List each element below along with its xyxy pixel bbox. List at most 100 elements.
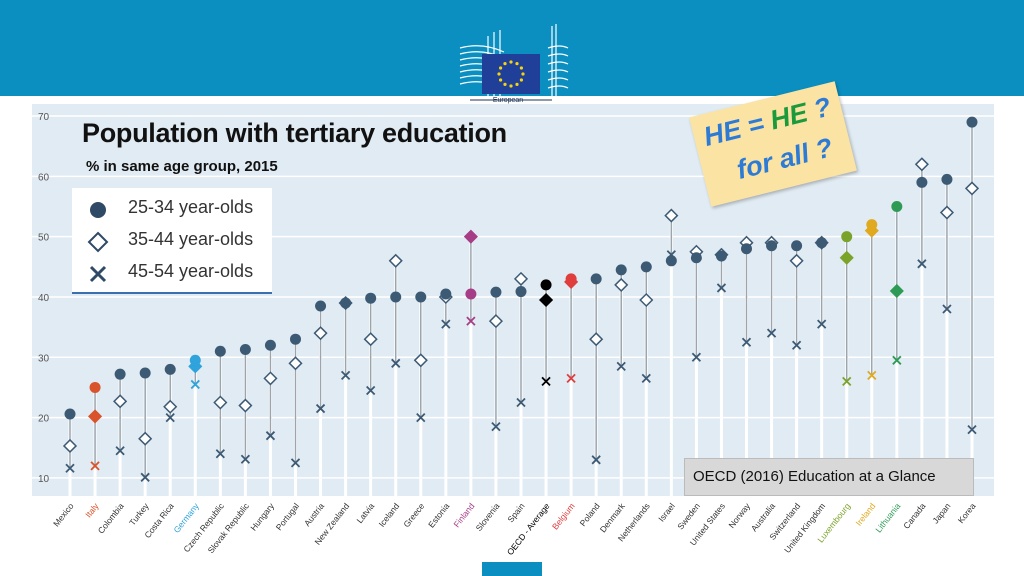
marker-25-34 (290, 333, 301, 345)
marker-35-44 (288, 356, 303, 371)
marker-45-54 (967, 425, 977, 435)
logo-caption: European (492, 97, 524, 104)
marker-35-44 (263, 371, 278, 386)
y-tick-label: 20 (38, 414, 50, 425)
marker-45-54 (240, 454, 251, 464)
marker-45-54 (566, 373, 576, 384)
marker-25-34 (214, 345, 226, 357)
marker-45-54 (165, 412, 175, 423)
marker-25-34 (941, 173, 953, 185)
x-tick-label: Greece (401, 501, 426, 529)
marker-45-54 (416, 412, 426, 423)
filled-circle-icon (90, 202, 106, 218)
marker-45-54 (315, 403, 326, 414)
range-lines (68, 122, 974, 496)
open-diamond-icon (87, 231, 109, 253)
marker-45-54 (817, 319, 827, 329)
marker-35-44 (513, 271, 529, 286)
marker-25-34 (440, 288, 452, 300)
y-tick-label: 40 (38, 293, 50, 304)
marker-45-54 (215, 449, 225, 459)
marker-45-54 (541, 376, 551, 387)
marker-25-34 (490, 286, 502, 298)
marker-35-44 (388, 253, 403, 268)
x-tick-label: Spain (505, 501, 526, 525)
marker-45-54 (290, 458, 301, 468)
marker-45-54 (265, 431, 276, 441)
marker-25-34 (540, 279, 552, 291)
marker-35-44 (313, 326, 328, 341)
marker-25-34 (866, 219, 878, 231)
marker-45-54 (867, 370, 877, 381)
marker-35-44 (614, 277, 629, 292)
marker-25-34 (966, 116, 978, 128)
marker-35-44 (664, 208, 679, 223)
y-tick-label: 10 (38, 474, 50, 485)
x-tick-label: Korea (956, 501, 978, 525)
marker-35-44 (538, 292, 554, 308)
x-tick-label: Poland (578, 501, 602, 528)
marker-35-44 (363, 332, 378, 347)
marker-25-34 (89, 381, 101, 393)
marker-45-54 (391, 358, 401, 368)
x-tick-label: Portugal (274, 501, 301, 532)
legend-label: 45-54 year-olds (128, 261, 254, 281)
marker-25-34 (340, 297, 352, 309)
marker-25-34 (615, 264, 627, 276)
x-tick-label: Colombia (96, 501, 126, 536)
x-tick-label: Turkey (127, 500, 151, 527)
marker-25-34 (239, 343, 251, 355)
marker-25-34 (690, 252, 702, 264)
x-tick-label: Mexico (51, 501, 76, 529)
marker-25-34 (415, 291, 427, 303)
marker-35-44 (789, 253, 804, 268)
marker-45-54 (466, 316, 476, 326)
marker-25-34 (891, 201, 903, 213)
marker-45-54 (942, 304, 952, 314)
y-tick-label: 30 (38, 353, 50, 364)
marker-25-34 (189, 354, 201, 366)
marker-45-54 (366, 385, 376, 396)
chart-subtitle: % in same age group, 2015 (86, 158, 278, 175)
cross-icon (89, 265, 107, 283)
marker-25-34 (114, 368, 126, 380)
legend: 25-34 year-olds 35-44 year-olds 45-54 ye… (72, 188, 272, 294)
x-tick-label: Ireland (853, 501, 877, 528)
marker-25-34 (841, 231, 853, 243)
x-tick-label: Italy (83, 500, 101, 519)
marker-45-54 (892, 355, 902, 365)
marker-35-44 (163, 399, 178, 414)
legend-item: 35-44 year-olds (80, 226, 270, 256)
marker-35-44 (939, 205, 955, 220)
legend-item: 45-54 year-olds (80, 258, 270, 288)
sticker-he-left: HE (700, 113, 745, 152)
marker-45-54 (917, 259, 927, 269)
y-tick-labels: 10 20 30 40 50 60 70 (38, 112, 50, 485)
marker-35-44 (889, 283, 904, 299)
marker-35-44 (413, 353, 428, 368)
marker-25-34 (640, 261, 652, 273)
european-commission-logo (459, 24, 569, 101)
marker-45-54 (766, 328, 777, 338)
x-tick-label: Austria (302, 501, 326, 528)
x-tick-label: Finland (451, 501, 476, 529)
marker-45-54 (591, 455, 601, 465)
marker-45-54 (516, 397, 526, 408)
marker-25-34 (390, 291, 402, 303)
marker-45-54 (842, 376, 852, 387)
marker-45-54 (190, 379, 200, 390)
marker-45-54 (616, 361, 626, 371)
marker-25-34 (565, 273, 577, 285)
marker-45-54 (90, 461, 100, 471)
marker-25-34 (590, 273, 602, 285)
marker-45-54 (691, 352, 702, 362)
source-note: OECD (2016) Education at a Glance (684, 458, 974, 496)
x-tick-label: Latvia (354, 501, 376, 525)
y-tick-label: 50 (38, 233, 50, 244)
marker-25-34 (715, 250, 727, 262)
marker-25-34 (791, 240, 803, 252)
legend-item: 25-34 year-olds (80, 194, 270, 224)
y-tick-label: 70 (38, 112, 50, 123)
marker-45-54 (441, 319, 451, 329)
marker-35-44 (839, 250, 854, 265)
